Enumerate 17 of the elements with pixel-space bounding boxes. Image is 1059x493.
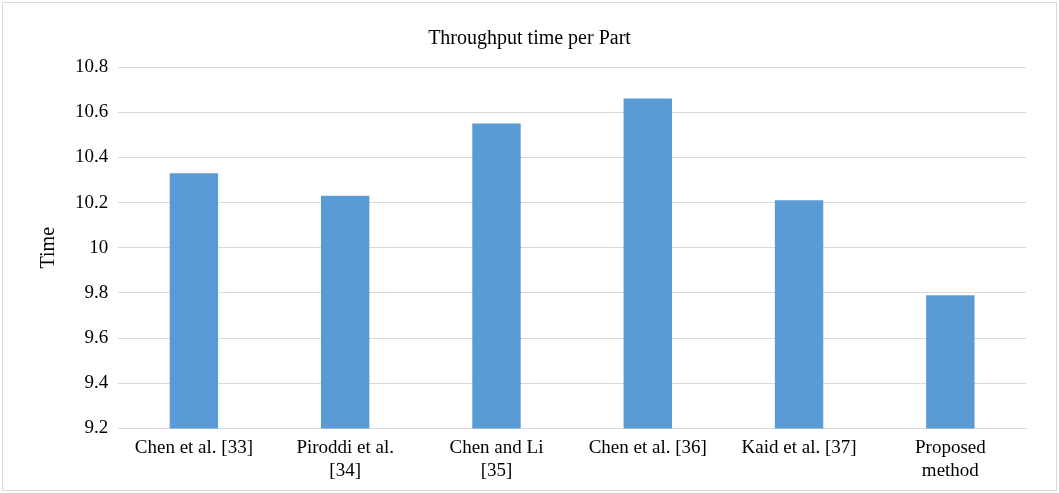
y-tick-label: 9.2	[84, 416, 109, 438]
x-tick-label: Chen et al. [36]	[588, 435, 707, 457]
y-tick-label: 10.6	[75, 100, 109, 122]
y-tick-label: 9.6	[84, 326, 109, 348]
chart-title: Throughput time per Part	[428, 26, 632, 50]
y-tick-label: 9.4	[84, 371, 109, 393]
x-tick-label: Chen et al. [33]	[134, 435, 253, 457]
y-tick-label: 10.4	[75, 145, 109, 167]
x-tick-label: Kaid et al. [37]	[741, 435, 857, 457]
y-tick-label: 10.2	[75, 190, 109, 212]
x-tick-label: Chen and Li [35]	[449, 435, 544, 480]
y-axis-title: Time	[36, 226, 59, 269]
x-tick-label: Proposed method	[914, 435, 987, 480]
y-tick-label: 10	[89, 235, 109, 257]
x-tick-label: Piroddi et al. [34]	[296, 435, 395, 480]
y-tick-label: 10.8	[75, 54, 109, 76]
y-tick-label: 9.8	[84, 280, 109, 302]
